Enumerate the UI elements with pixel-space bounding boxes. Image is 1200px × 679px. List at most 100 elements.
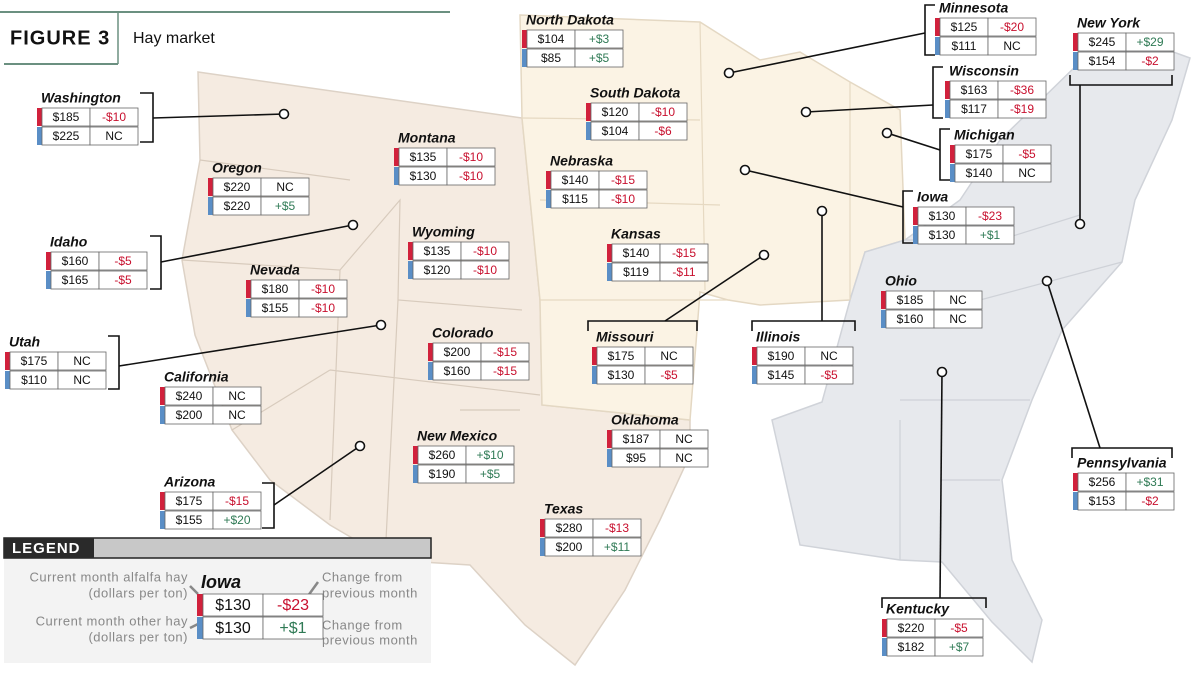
cell bbox=[574, 29, 624, 49]
cell bbox=[298, 279, 348, 299]
location-dot bbox=[739, 164, 751, 176]
price: $155 bbox=[176, 513, 203, 527]
leader-line bbox=[728, 32, 926, 74]
state-name: Ohio bbox=[885, 273, 917, 289]
color-key bbox=[160, 406, 165, 424]
price: $160 bbox=[62, 254, 89, 268]
change: -$5 bbox=[1018, 147, 1036, 161]
color-key bbox=[546, 190, 551, 208]
change: +$1 bbox=[980, 228, 1001, 242]
price: $140 bbox=[966, 166, 993, 180]
price: $182 bbox=[898, 640, 925, 654]
color-key bbox=[46, 271, 51, 289]
color-key bbox=[408, 261, 413, 279]
cell bbox=[212, 491, 262, 511]
change: -$10 bbox=[311, 282, 335, 296]
color-key bbox=[607, 449, 612, 467]
price: $145 bbox=[768, 368, 795, 382]
cell bbox=[1125, 51, 1175, 71]
change: -$15 bbox=[672, 246, 696, 260]
price: $117 bbox=[961, 102, 987, 116]
price: $200 bbox=[556, 540, 583, 554]
change: NC bbox=[949, 312, 967, 326]
location-dot bbox=[1074, 218, 1086, 230]
state-name: Minnesota bbox=[939, 0, 1008, 16]
state-table: Montana $135 -$10 $130 -$10 bbox=[394, 130, 496, 186]
legend-pointer bbox=[189, 581, 320, 630]
color-key bbox=[881, 291, 886, 309]
cell bbox=[57, 370, 107, 390]
change: NC bbox=[1018, 166, 1036, 180]
state-table: Minnesota $125 -$20 $111 NC bbox=[935, 0, 1037, 56]
state-name: Montana bbox=[398, 130, 456, 146]
color-key bbox=[752, 366, 757, 384]
legend-note: (dollars per ton) bbox=[88, 585, 188, 600]
color-key bbox=[546, 171, 551, 189]
state-name: Missouri bbox=[596, 329, 655, 345]
cell bbox=[997, 80, 1047, 100]
location-dot bbox=[936, 366, 948, 378]
price: $125 bbox=[951, 20, 978, 34]
cell bbox=[212, 405, 262, 425]
state-name: Illinois bbox=[756, 329, 801, 345]
change: -$10 bbox=[651, 105, 675, 119]
state-table: Iowa $130 -$23 $130 +$1 bbox=[913, 189, 1015, 245]
location-dot bbox=[800, 106, 812, 118]
color-key bbox=[882, 638, 887, 656]
cell bbox=[598, 189, 648, 209]
price: $165 bbox=[62, 273, 89, 287]
price: $110 bbox=[21, 373, 47, 387]
price: $220 bbox=[224, 180, 251, 194]
location-dot bbox=[278, 108, 290, 120]
leader-line bbox=[1046, 280, 1101, 449]
change: -$23 bbox=[277, 597, 309, 614]
cell bbox=[659, 429, 709, 449]
change: NC bbox=[228, 389, 246, 403]
change: -$15 bbox=[493, 345, 517, 359]
cell bbox=[480, 342, 530, 362]
cell bbox=[644, 365, 694, 385]
price: $185 bbox=[53, 110, 80, 124]
color-key bbox=[522, 30, 527, 48]
color-key bbox=[592, 366, 597, 384]
color-key bbox=[607, 263, 612, 281]
price: $245 bbox=[1089, 35, 1116, 49]
change: +$5 bbox=[589, 51, 610, 65]
price: $185 bbox=[897, 293, 924, 307]
legend-note: Change from bbox=[322, 617, 403, 632]
change: -$5 bbox=[950, 621, 968, 635]
leader-line bbox=[273, 445, 361, 506]
leader-line bbox=[805, 104, 934, 113]
change: -$5 bbox=[114, 273, 132, 287]
price: $130 bbox=[410, 169, 437, 183]
price: $135 bbox=[410, 150, 437, 164]
price: $175 bbox=[966, 147, 993, 161]
state-table: California $240 NC $200 NC bbox=[160, 369, 262, 425]
state-name: Arizona bbox=[163, 474, 216, 490]
price: $256 bbox=[1089, 475, 1116, 489]
color-key bbox=[540, 538, 545, 556]
change: NC bbox=[228, 408, 246, 422]
change: +$1 bbox=[279, 620, 306, 637]
state-name: Iowa bbox=[917, 189, 948, 205]
figure-title: Hay market bbox=[133, 30, 215, 47]
cell bbox=[659, 243, 709, 263]
cell bbox=[1002, 163, 1052, 183]
price: $104 bbox=[602, 124, 629, 138]
price: $280 bbox=[556, 521, 583, 535]
color-key bbox=[945, 100, 950, 118]
cell bbox=[465, 445, 515, 465]
state-table: Colorado $200 -$15 $160 -$15 bbox=[428, 325, 530, 381]
color-key bbox=[752, 347, 757, 365]
bracket bbox=[108, 335, 120, 390]
bracket bbox=[150, 235, 162, 290]
state-name: California bbox=[164, 369, 229, 385]
east-region bbox=[771, 39, 1191, 664]
color-key bbox=[5, 371, 10, 389]
price: $175 bbox=[21, 354, 48, 368]
cell bbox=[592, 518, 642, 538]
cell bbox=[57, 351, 107, 371]
color-key bbox=[246, 299, 251, 317]
change: NC bbox=[276, 180, 294, 194]
